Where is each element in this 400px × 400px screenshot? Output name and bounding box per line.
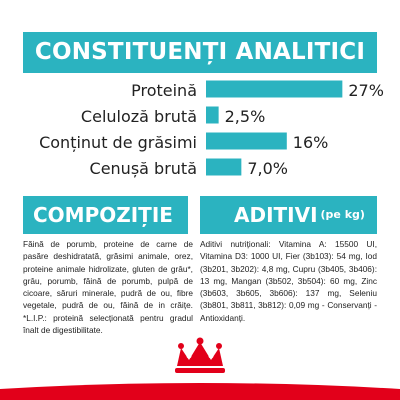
- bar: [206, 132, 287, 150]
- additives-text: Aditivi nutriționali: Vitamina A: 15500 …: [200, 239, 377, 323]
- value-label: 27%: [348, 81, 384, 100]
- category-label: Conținut de grăsimi: [39, 133, 197, 152]
- composition-text: Făină de porumb, proteine de carne de pa…: [23, 239, 193, 336]
- additives-title: ADITIVI: [234, 203, 318, 227]
- category-label: Celuloză brută: [81, 107, 197, 126]
- royal-canin-crown-logo: [175, 337, 225, 373]
- constituents-bar-chart: Proteină 27% Celuloză brută 2,5% Conținut de…: [39, 80, 384, 178]
- analytical-constituents-banner: CONSTITUENȚI ANALITICI: [23, 32, 377, 73]
- value-label: 16%: [293, 133, 329, 152]
- additives-unit: (pe kg): [320, 208, 365, 221]
- analytical-constituents-title: CONSTITUENȚI ANALITICI: [34, 39, 366, 65]
- category-label: Cenușă brută: [90, 159, 197, 178]
- category-label: Proteină: [131, 81, 197, 100]
- composition-banner: COMPOZIȚIE: [23, 196, 188, 234]
- composition-title: COMPOZIȚIE: [33, 203, 173, 227]
- bar: [206, 158, 242, 176]
- bar: [206, 106, 219, 124]
- bottom-brand-bar: [0, 383, 400, 400]
- value-label: 2,5%: [225, 107, 266, 126]
- additives-banner: ADITIVI (pe kg): [200, 196, 377, 234]
- bar: [206, 80, 343, 98]
- value-label: 7,0%: [247, 159, 288, 178]
